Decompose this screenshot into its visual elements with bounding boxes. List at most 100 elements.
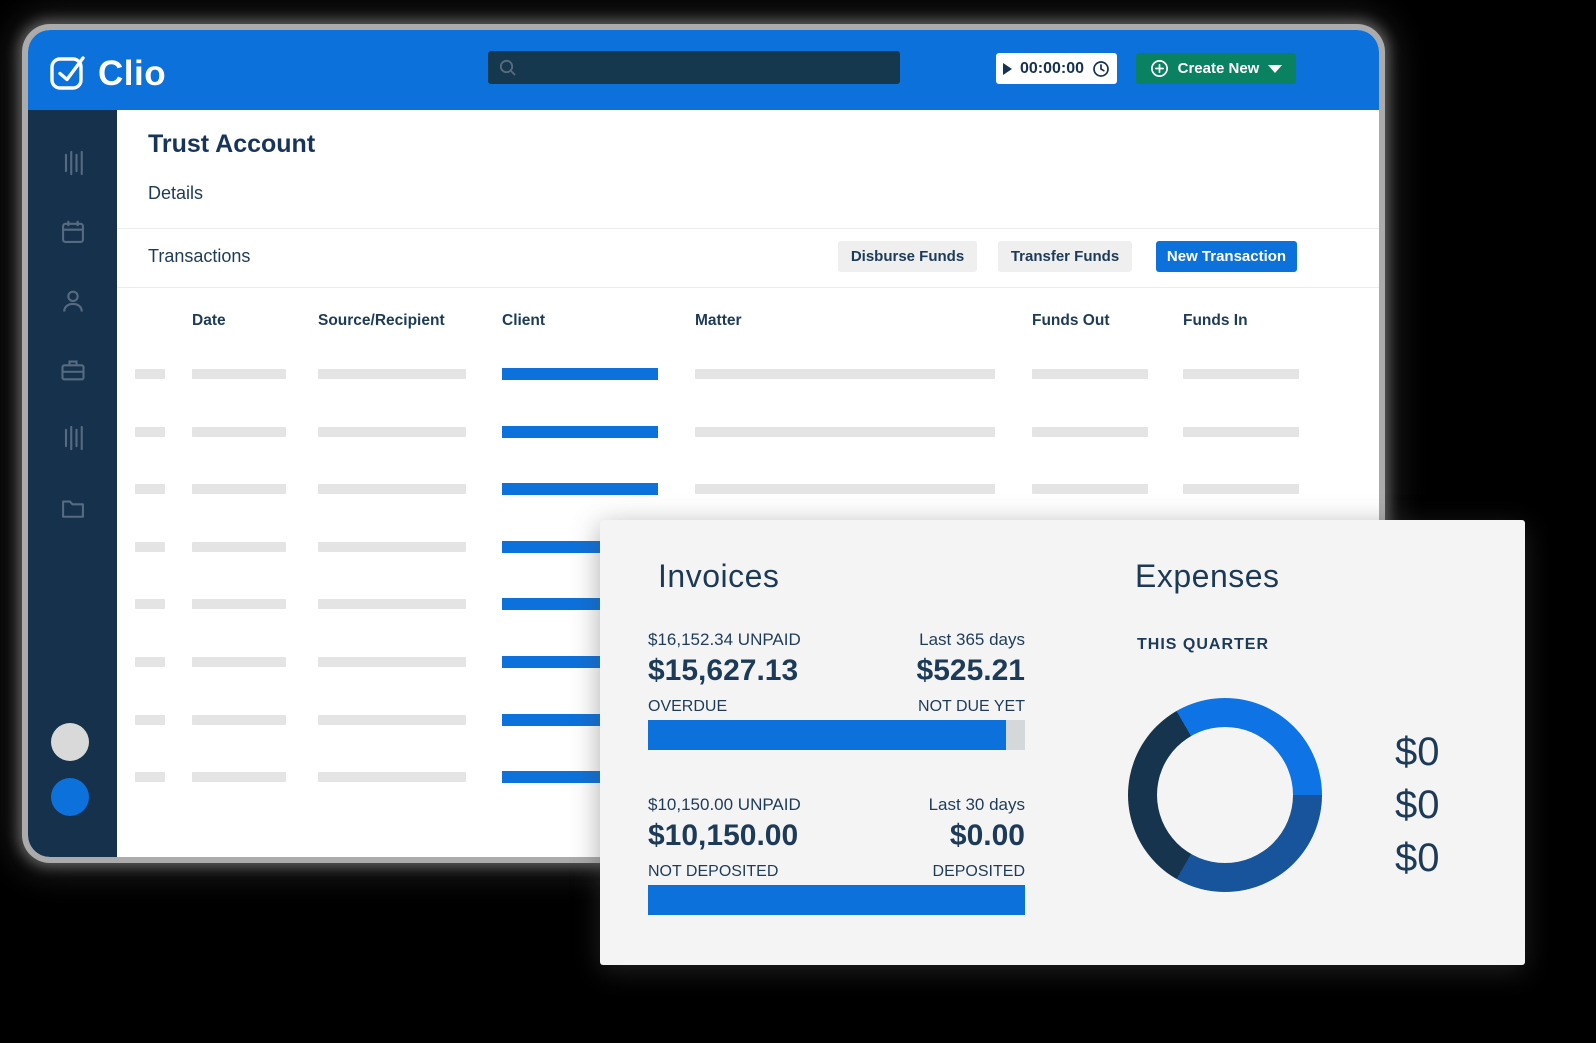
table-row[interactable]: [28, 425, 1379, 439]
not-deposited-caption: NOT DEPOSITED: [648, 863, 779, 880]
cell-placeholder: [318, 484, 466, 495]
cell-placeholder: [318, 541, 466, 552]
cell-placeholder: [135, 714, 165, 725]
clock-icon: [1093, 60, 1109, 77]
cell-placeholder: [135, 657, 165, 667]
disburse-funds-button[interactable]: Disburse Funds: [838, 241, 977, 272]
sidebar-item-calendar[interactable]: [59, 218, 87, 246]
sidebar-item-documents[interactable]: [59, 494, 87, 522]
page-title: Trust Account: [148, 130, 316, 158]
sidebar-item-reports[interactable]: [59, 424, 87, 452]
section-title-transactions: Transactions: [148, 246, 251, 266]
timer-button[interactable]: 00:00:00: [996, 53, 1117, 84]
deposited-amount: $0.00: [949, 819, 1025, 852]
unpaid-label: $16,152.34 UNPAID: [648, 630, 801, 649]
client-link-placeholder[interactable]: [502, 425, 658, 438]
invoices-block-30: $10,150.00 UNPAID Last 30 days $10,150.0…: [648, 795, 1025, 915]
table-row[interactable]: [28, 483, 1379, 496]
this-quarter-label: THIS QUARTER: [1137, 636, 1269, 653]
not-deposited-amount: $10,150.00: [648, 819, 799, 852]
cell-placeholder: [135, 541, 165, 552]
invoices-title: Invoices: [658, 558, 780, 594]
clio-check-icon: [48, 50, 90, 97]
cell-placeholder: [1183, 426, 1299, 437]
status-circle[interactable]: [51, 778, 89, 816]
global-search[interactable]: [488, 51, 900, 84]
cell-placeholder: [318, 772, 466, 783]
create-new-label: Create New: [1177, 60, 1260, 77]
cell-placeholder: [1032, 369, 1148, 379]
progress-fill: [648, 720, 1007, 750]
sidebar-item-activities[interactable]: [59, 149, 87, 177]
play-icon[interactable]: [1002, 62, 1012, 75]
sidebar-item-contacts[interactable]: [59, 287, 87, 315]
overlay-card: Invoices Expenses $16,152.34 UNPAID Last…: [600, 520, 1525, 965]
column-header-source[interactable]: Source/Recipient: [318, 312, 445, 329]
cell-placeholder: [192, 657, 286, 667]
brand-name: Clio: [98, 53, 167, 93]
cell-placeholder: [192, 541, 286, 552]
cell-placeholder: [135, 369, 165, 379]
overdue-amount: $15,627.13: [648, 654, 799, 687]
client-link-placeholder[interactable]: [502, 368, 658, 380]
cell-placeholder: [192, 484, 286, 495]
invoices-block-365: $16,152.34 UNPAID Last 365 days $15,627.…: [648, 630, 1025, 750]
divider: [117, 228, 1379, 229]
expense-value-1: $0: [1395, 730, 1440, 774]
not-due-caption: NOT DUE YET: [918, 698, 1025, 715]
plus-circle-icon: [1150, 60, 1168, 77]
page-subtitle[interactable]: Details: [148, 183, 204, 203]
cell-placeholder: [318, 426, 466, 437]
cell-placeholder: [1032, 426, 1148, 437]
cell-placeholder: [1032, 484, 1148, 495]
cell-placeholder: [192, 714, 286, 725]
cell-placeholder: [192, 599, 286, 610]
unpaid-label: $10,150.00 UNPAID: [648, 795, 801, 814]
cell-placeholder: [1183, 484, 1299, 495]
column-header-client[interactable]: Client: [502, 312, 546, 329]
column-header-date[interactable]: Date: [192, 312, 226, 329]
new-transaction-button[interactable]: New Transaction: [1156, 241, 1297, 272]
invoices-progress-30: [648, 885, 1025, 915]
cell-placeholder: [192, 426, 286, 437]
expense-value-3: $0: [1395, 836, 1440, 880]
donut-hole: [1157, 727, 1293, 863]
column-header-matter[interactable]: Matter: [695, 312, 742, 329]
overdue-caption: OVERDUE: [648, 698, 728, 715]
cell-placeholder: [1183, 369, 1299, 379]
avatar[interactable]: [51, 723, 89, 761]
expenses-title: Expenses: [1135, 558, 1280, 594]
column-header-funds-in[interactable]: Funds In: [1183, 312, 1248, 329]
cell-placeholder: [192, 369, 286, 379]
period-label: Last 365 days: [919, 630, 1025, 649]
bars-icon: [64, 425, 83, 451]
sidebar: [28, 110, 117, 857]
period-label: Last 30 days: [928, 795, 1025, 814]
deposited-caption: DEPOSITED: [932, 863, 1025, 880]
search-input[interactable]: [524, 59, 900, 76]
expense-value-2: $0: [1395, 783, 1440, 827]
create-new-button[interactable]: Create New: [1136, 53, 1296, 84]
not-due-amount: $525.21: [916, 654, 1025, 687]
cell-placeholder: [318, 657, 466, 667]
column-header-funds-out[interactable]: Funds Out: [1032, 312, 1110, 329]
cell-placeholder: [695, 369, 995, 379]
cell-placeholder: [695, 484, 995, 495]
bars-icon: [64, 150, 83, 176]
cell-placeholder: [192, 772, 286, 783]
table-row[interactable]: [28, 368, 1379, 381]
cell-placeholder: [318, 369, 466, 379]
cell-placeholder: [135, 484, 165, 495]
cell-placeholder: [135, 599, 165, 610]
divider: [117, 287, 1379, 288]
cell-placeholder: [135, 772, 165, 783]
client-link-placeholder[interactable]: [502, 483, 658, 496]
clio-logo[interactable]: Clio: [48, 50, 166, 97]
transfer-funds-button[interactable]: Transfer Funds: [998, 241, 1132, 272]
sidebar-item-matters[interactable]: [59, 356, 87, 384]
cell-placeholder: [318, 599, 466, 610]
invoices-progress-365: [648, 720, 1025, 750]
cell-placeholder: [695, 426, 995, 437]
expenses-donut-chart: [1128, 698, 1322, 892]
